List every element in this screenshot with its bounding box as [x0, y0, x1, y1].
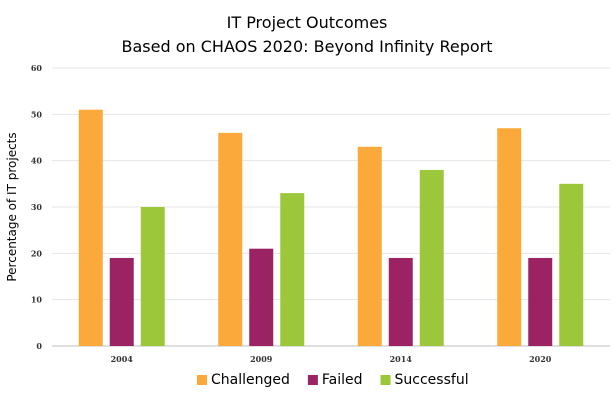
chart-subtitle: Based on CHAOS 2020: Beyond Infinity Rep…: [121, 37, 493, 56]
bar-challenged-2009: [218, 132, 243, 346]
legend-label-challenged: Challenged: [211, 372, 290, 388]
bar-challenged-2014: [357, 146, 382, 346]
y-tick-label: 50: [31, 109, 43, 119]
legend-swatch-successful: [380, 375, 391, 385]
legend-swatch-failed: [307, 375, 318, 385]
y-axis-label: Percentage of IT projects: [5, 132, 19, 281]
y-tick-label: 10: [31, 295, 43, 305]
y-tick-label: 60: [31, 63, 43, 73]
bar-challenged-2020: [497, 128, 522, 346]
bar-failed-2014: [388, 257, 413, 346]
bar-successful-2020: [559, 183, 584, 346]
bar-challenged-2004: [78, 109, 103, 346]
x-tick-label: 2020: [529, 354, 552, 364]
bar-successful-2004: [140, 207, 165, 346]
bar-failed-2020: [528, 257, 553, 346]
x-tick-label: 2014: [390, 354, 413, 364]
y-tick-label: 30: [31, 202, 43, 212]
bar-successful-2014: [419, 169, 444, 346]
y-tick-label: 20: [31, 248, 43, 258]
chart-title: IT Project Outcomes: [226, 13, 388, 32]
legend-swatch-challenged: [197, 375, 207, 385]
x-tick-label: 2009: [250, 354, 273, 364]
legend-label-successful: Successful: [395, 372, 469, 388]
x-tick-label: 2004: [111, 354, 134, 364]
legend-label-failed: Failed: [322, 372, 363, 388]
bar-failed-2009: [249, 248, 274, 346]
y-tick-label: 0: [36, 341, 42, 351]
bar-failed-2004: [109, 257, 134, 346]
y-tick-label: 40: [31, 156, 43, 166]
bar-successful-2009: [280, 193, 305, 346]
